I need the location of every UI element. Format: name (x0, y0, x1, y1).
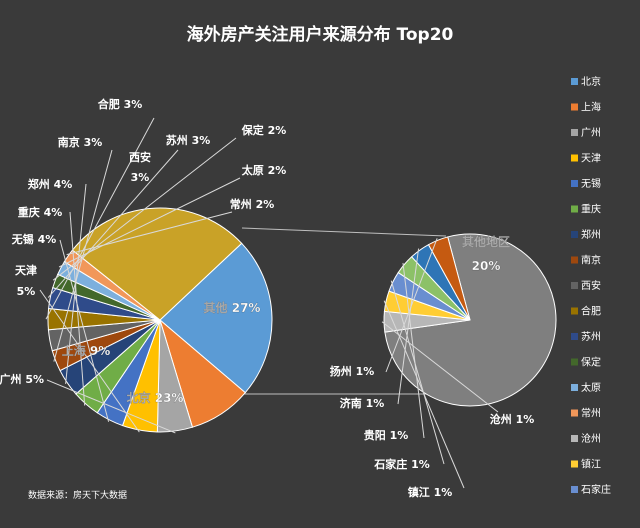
legend-item-重庆: 重庆 (581, 203, 601, 216)
main-label-南京: 南京 3% (58, 135, 103, 149)
main-label-西安: 西安 3% (129, 150, 151, 184)
legend-item-郑州: 郑州 (581, 228, 601, 241)
legend-item-无锡: 无锡 (581, 177, 601, 190)
legend-item-西安: 西安 (581, 279, 601, 292)
secondary-label-其他地区: 其他地区 20% (462, 234, 510, 273)
leader-济南 (397, 248, 420, 405)
main-label-太原: 太原 2% (241, 163, 287, 177)
main-label-保定: 保定 2% (241, 123, 287, 137)
main-label-北京: 北京 23% (127, 390, 184, 405)
main-label-郑州: 郑州 4% (28, 177, 73, 191)
chart-title: 海外房产关注用户来源分布 Top20 (187, 24, 454, 45)
secondary-pie (383, 233, 557, 407)
main-label-无锡: 无锡 4% (11, 232, 57, 246)
legend-item-南京: 南京 (581, 254, 601, 267)
secondary-label-镇江: 镇江 1% (408, 485, 453, 499)
main-label-上海: 上海 9% (62, 343, 111, 358)
leader-贵阳 (402, 262, 425, 439)
legend-swatch-保定 (571, 358, 578, 366)
legend-swatch-重庆 (571, 205, 578, 213)
leader-重庆 (69, 211, 86, 406)
main-label-其他: 其他 27% (204, 300, 261, 315)
secondary-label-扬州: 扬州 1% (330, 364, 375, 378)
source-note: 数据来源：房天下大数据 (28, 489, 127, 501)
legend-item-镇江: 镇江 (581, 458, 601, 471)
main-label-常州: 常州 2% (230, 197, 275, 211)
legend-item-石家庄: 石家庄 (581, 483, 611, 496)
leader-太原 (58, 177, 241, 268)
main-pie (47, 207, 273, 433)
secondary-label-沧州: 沧州 1% (490, 412, 535, 426)
legend-swatch-镇江 (571, 460, 578, 468)
legend-swatch-郑州 (571, 231, 578, 238)
leader-沧州 (381, 321, 499, 413)
legend-swatch-南京 (571, 256, 578, 264)
legend-item-合肥: 合肥 (581, 305, 601, 318)
data-labels: 北京 23% 上海 9% 广州 5% 天津 5% 无锡 4% 重庆 4% 郑州 4% 南京 3%… (0, 97, 534, 499)
main-label-合肥: 合肥 3% (98, 97, 143, 111)
legend-swatch-石家庄 (571, 486, 578, 493)
secondary-label-济南: 济南 1% (340, 396, 385, 410)
main-label-苏州: 苏州 3% (166, 133, 211, 147)
legend-item-广州: 广州 (581, 127, 601, 139)
leader-合肥 (45, 117, 155, 320)
legend-swatch-上海 (571, 103, 578, 111)
main-label-广州: 广州 5% (0, 372, 44, 386)
secondary-pie-slice-0 (384, 233, 557, 407)
main-label-天津: 天津 5% (15, 263, 37, 298)
leader-石家庄 (390, 280, 445, 465)
legend-swatch-天津 (571, 154, 578, 162)
secondary-pie-slice-6 (427, 236, 471, 321)
legend-item-沧州: 沧州 (581, 432, 601, 445)
legend-swatch-合肥 (571, 307, 578, 315)
legend-swatch-西安 (571, 282, 578, 289)
secondary-label-石家庄: 石家庄 1% (373, 457, 430, 471)
connector-line-top (241, 227, 447, 237)
legend-swatch-北京 (571, 78, 578, 85)
legend-item-保定: 保定 (581, 356, 601, 369)
legend-swatch-广州 (571, 129, 578, 136)
legend-item-上海: 上海 (581, 101, 601, 114)
leader-苏州 (47, 149, 179, 298)
legend-item-太原: 太原 (581, 381, 601, 394)
legend-item-北京: 北京 (581, 75, 601, 88)
legend-item-天津: 天津 (581, 153, 601, 165)
main-pie-slice-14 (71, 207, 243, 321)
legend-swatch-太原 (571, 384, 578, 391)
leader-无锡 (59, 239, 110, 422)
legend-swatch-沧州 (571, 435, 578, 442)
main-pie-slice-0 (159, 242, 273, 394)
secondary-label-贵阳: 贵阳 1% (364, 428, 409, 442)
main-label-重庆: 重庆 4% (18, 205, 63, 219)
leader-郑州 (65, 183, 87, 384)
leader-常州 (66, 211, 233, 256)
leader-lines (39, 117, 499, 489)
pie-connector-lines (236, 227, 447, 395)
leader-保定 (52, 137, 237, 281)
leader-天津 (39, 289, 140, 433)
legend-item-常州: 常州 (581, 407, 601, 420)
legend-swatch-无锡 (571, 180, 578, 187)
legend-item-苏州: 苏州 (581, 330, 601, 343)
leader-广州 (46, 379, 176, 434)
legend-swatch-常州 (571, 409, 578, 417)
leader-扬州 (385, 238, 438, 373)
legend-swatch-苏州 (571, 333, 578, 340)
